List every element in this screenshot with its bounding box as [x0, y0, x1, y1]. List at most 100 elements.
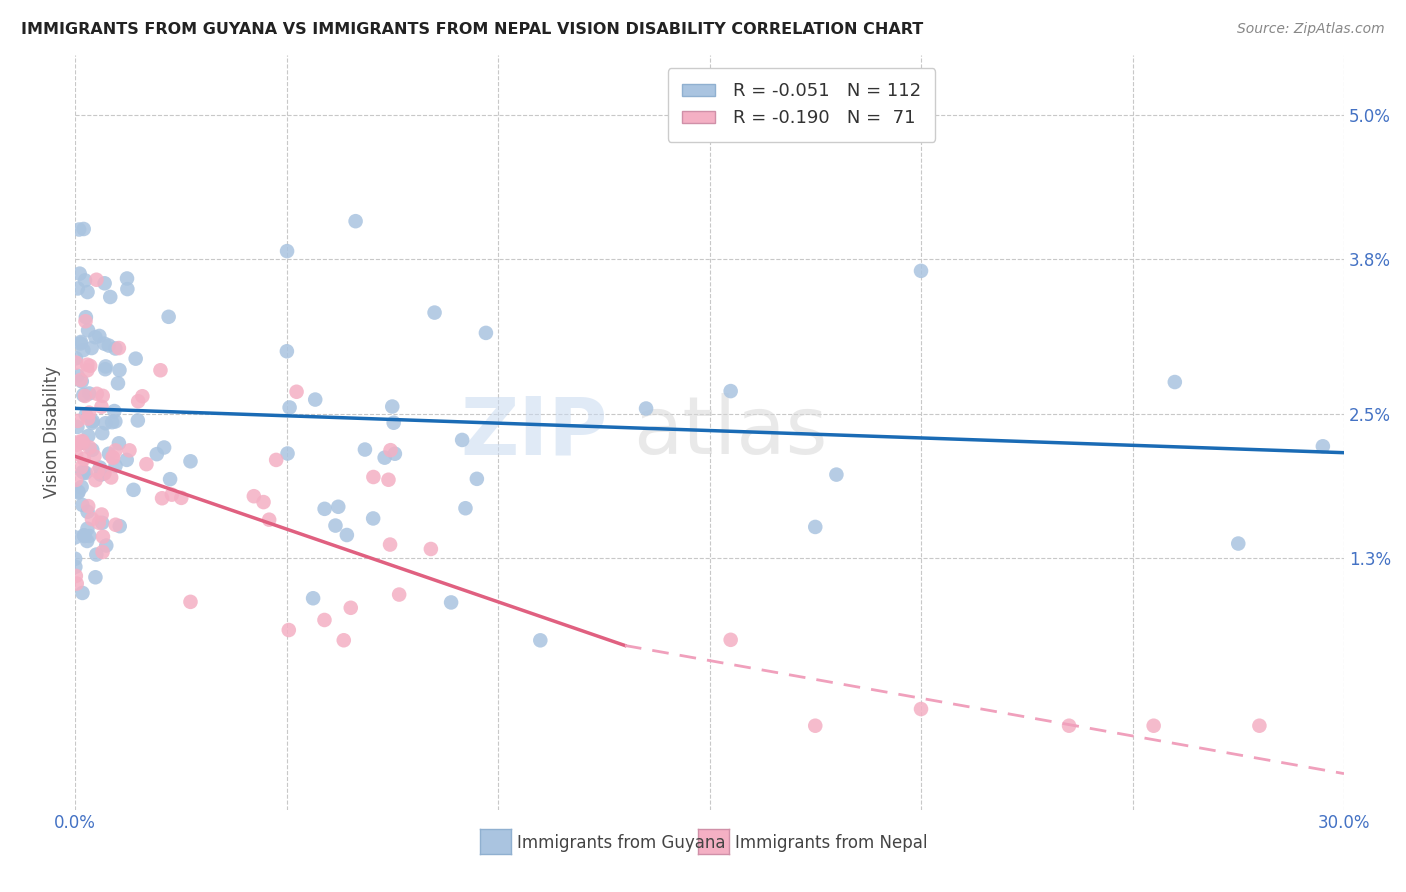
Point	[91, 530, 114, 544]
Point	[117, 282, 139, 296]
Point	[153, 441, 176, 455]
Text: Immigrants from Guyana: Immigrants from Guyana	[517, 833, 725, 852]
Point	[91, 545, 114, 559]
Point	[66, 281, 89, 295]
Point	[276, 244, 298, 259]
Point	[79, 441, 101, 455]
Point	[75, 466, 97, 480]
Point	[804, 520, 827, 534]
Point	[76, 285, 98, 299]
Point	[277, 623, 299, 637]
Text: atlas: atlas	[633, 393, 828, 471]
Point	[98, 290, 121, 304]
Point	[381, 400, 404, 414]
Point	[65, 473, 87, 487]
Point	[67, 485, 90, 500]
Point	[1227, 536, 1250, 550]
Point	[66, 414, 89, 428]
Point	[90, 467, 112, 482]
Point	[80, 512, 103, 526]
Point	[77, 323, 100, 337]
Point	[384, 447, 406, 461]
Point	[336, 528, 359, 542]
Point	[73, 389, 96, 403]
Point	[86, 273, 108, 287]
Point	[465, 472, 488, 486]
Point	[72, 388, 94, 402]
Point	[76, 363, 98, 377]
Point	[94, 362, 117, 376]
Point	[76, 522, 98, 536]
Point	[73, 222, 96, 236]
Point	[127, 413, 149, 427]
Point	[76, 533, 98, 548]
Point	[278, 401, 301, 415]
Point	[440, 595, 463, 609]
Point	[104, 342, 127, 356]
Point	[285, 384, 308, 399]
Point	[104, 443, 127, 458]
Point	[108, 363, 131, 377]
Point	[82, 416, 104, 430]
Point	[66, 576, 89, 591]
Point	[423, 305, 446, 319]
Point	[374, 450, 396, 465]
Point	[72, 465, 94, 479]
Point	[90, 400, 112, 414]
Point	[454, 501, 477, 516]
Point	[419, 541, 441, 556]
Point	[314, 501, 336, 516]
Point	[100, 470, 122, 484]
Point	[159, 472, 181, 486]
Point	[86, 548, 108, 562]
Point	[104, 458, 127, 473]
Point	[72, 343, 94, 358]
Point	[73, 529, 96, 543]
Point	[65, 447, 87, 461]
Point	[67, 435, 90, 450]
Point	[82, 442, 104, 457]
Point	[84, 473, 107, 487]
Point	[86, 465, 108, 479]
Point	[101, 415, 124, 429]
Point	[73, 466, 96, 480]
Point	[115, 453, 138, 467]
Point	[276, 344, 298, 359]
Point	[388, 588, 411, 602]
Point	[94, 359, 117, 374]
Point	[70, 480, 93, 494]
Point	[1143, 719, 1166, 733]
Text: ZIP: ZIP	[461, 393, 607, 471]
Text: IMMIGRANTS FROM GUYANA VS IMMIGRANTS FROM NEPAL VISION DISABILITY CORRELATION CH: IMMIGRANTS FROM GUYANA VS IMMIGRANTS FRO…	[21, 22, 924, 37]
Point	[101, 450, 124, 465]
Point	[65, 569, 87, 583]
Point	[83, 449, 105, 463]
Point	[115, 271, 138, 285]
Point	[77, 411, 100, 425]
Point	[825, 467, 848, 482]
Point	[69, 373, 91, 387]
Point	[910, 264, 932, 278]
Point	[76, 358, 98, 372]
Point	[131, 389, 153, 403]
Point	[86, 386, 108, 401]
Point	[127, 394, 149, 409]
Point	[91, 389, 114, 403]
Point	[277, 446, 299, 460]
Point	[72, 498, 94, 512]
Point	[910, 702, 932, 716]
Point	[77, 406, 100, 420]
Point	[252, 495, 274, 509]
Point	[108, 436, 131, 450]
Point	[104, 517, 127, 532]
Point	[75, 408, 97, 422]
Point	[104, 414, 127, 428]
Point	[79, 359, 101, 373]
Point	[1057, 719, 1080, 733]
Point	[87, 516, 110, 530]
Point	[70, 460, 93, 475]
Point	[70, 375, 93, 389]
Point	[67, 222, 90, 236]
Point	[65, 356, 87, 370]
Point	[135, 457, 157, 471]
